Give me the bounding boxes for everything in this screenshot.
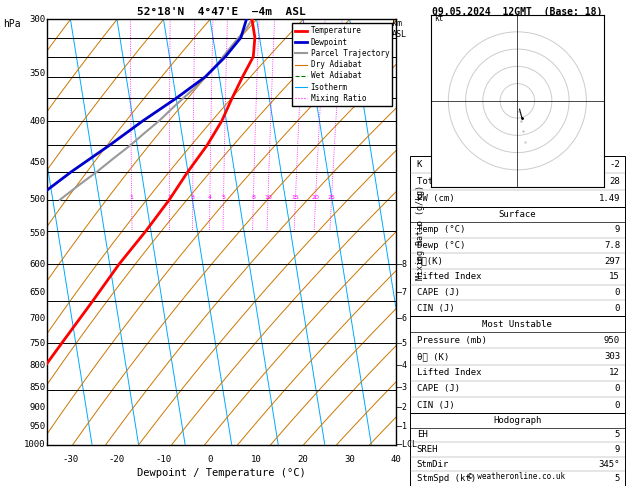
Text: Hodograph: Hodograph bbox=[493, 416, 542, 425]
Text: 25: 25 bbox=[328, 195, 335, 200]
Text: 800: 800 bbox=[30, 362, 45, 370]
Text: Lifted Index: Lifted Index bbox=[417, 272, 481, 281]
Text: -20: -20 bbox=[109, 455, 125, 464]
Text: 10: 10 bbox=[251, 455, 262, 464]
Text: Mixing Ratio (g/kg): Mixing Ratio (g/kg) bbox=[416, 185, 425, 279]
Text: kt: kt bbox=[435, 15, 444, 23]
Text: 15: 15 bbox=[292, 195, 299, 200]
Bar bbox=[410, 207, 625, 316]
Text: Most Unstable: Most Unstable bbox=[482, 319, 552, 329]
Text: 5: 5 bbox=[615, 474, 620, 483]
Text: 28: 28 bbox=[610, 176, 620, 186]
Text: 303: 303 bbox=[604, 352, 620, 361]
Text: StmDir: StmDir bbox=[417, 460, 449, 469]
Text: 30: 30 bbox=[344, 455, 355, 464]
Text: Totals Totals: Totals Totals bbox=[417, 176, 487, 186]
Text: 950: 950 bbox=[604, 336, 620, 345]
Text: Dewpoint / Temperature (°C): Dewpoint / Temperature (°C) bbox=[137, 468, 306, 478]
Text: 2: 2 bbox=[167, 195, 171, 200]
Text: km
ASL: km ASL bbox=[392, 19, 407, 39]
Text: -10: -10 bbox=[155, 455, 172, 464]
Text: 0: 0 bbox=[615, 304, 620, 312]
Text: Pressure (mb): Pressure (mb) bbox=[417, 336, 487, 345]
Text: –6: –6 bbox=[397, 314, 407, 323]
Text: 10: 10 bbox=[264, 195, 272, 200]
Text: CAPE (J): CAPE (J) bbox=[417, 288, 460, 297]
Bar bbox=[410, 156, 625, 207]
Text: Lifted Index: Lifted Index bbox=[417, 368, 481, 377]
Text: –4: –4 bbox=[397, 362, 407, 370]
Text: 0: 0 bbox=[615, 288, 620, 297]
Text: –5: –5 bbox=[397, 339, 407, 347]
Text: 450: 450 bbox=[30, 158, 45, 167]
Text: 52°18'N  4°47'E  −4m  ASL: 52°18'N 4°47'E −4m ASL bbox=[137, 7, 306, 17]
Text: 400: 400 bbox=[30, 117, 45, 125]
Text: 7.8: 7.8 bbox=[604, 241, 620, 250]
Text: 550: 550 bbox=[30, 229, 45, 238]
Text: –8: –8 bbox=[397, 260, 407, 269]
Text: –7: –7 bbox=[397, 288, 407, 297]
Text: CIN (J): CIN (J) bbox=[417, 304, 455, 312]
Text: Temp (°C): Temp (°C) bbox=[417, 226, 465, 234]
Legend: Temperature, Dewpoint, Parcel Trajectory, Dry Adiabat, Wet Adiabat, Isotherm, Mi: Temperature, Dewpoint, Parcel Trajectory… bbox=[292, 23, 392, 106]
Text: PW (cm): PW (cm) bbox=[417, 193, 455, 203]
Text: 15: 15 bbox=[610, 272, 620, 281]
Text: 9: 9 bbox=[615, 226, 620, 234]
Bar bbox=[410, 413, 625, 486]
Text: 750: 750 bbox=[30, 339, 45, 347]
Text: –LCL: –LCL bbox=[397, 440, 417, 449]
Text: hPa: hPa bbox=[3, 19, 21, 30]
Text: 5: 5 bbox=[221, 195, 225, 200]
Text: 650: 650 bbox=[30, 288, 45, 297]
Text: StmSpd (kt): StmSpd (kt) bbox=[417, 474, 476, 483]
Text: 20: 20 bbox=[298, 455, 309, 464]
Text: 297: 297 bbox=[604, 257, 620, 266]
Text: CAPE (J): CAPE (J) bbox=[417, 384, 460, 393]
Text: 4: 4 bbox=[208, 195, 212, 200]
Text: 09.05.2024  12GMT  (Base: 18): 09.05.2024 12GMT (Base: 18) bbox=[432, 7, 603, 17]
Text: -30: -30 bbox=[62, 455, 79, 464]
Text: –3: –3 bbox=[397, 383, 407, 392]
Text: 950: 950 bbox=[30, 422, 45, 431]
Text: 1: 1 bbox=[130, 195, 133, 200]
Text: –2: –2 bbox=[397, 403, 407, 412]
Text: 9: 9 bbox=[615, 445, 620, 454]
Text: 0: 0 bbox=[208, 455, 213, 464]
Text: CIN (J): CIN (J) bbox=[417, 400, 455, 410]
Text: 850: 850 bbox=[30, 383, 45, 392]
Text: 8: 8 bbox=[252, 195, 255, 200]
Text: 600: 600 bbox=[30, 260, 45, 269]
Text: 12: 12 bbox=[610, 368, 620, 377]
Text: Surface: Surface bbox=[499, 210, 536, 219]
Text: 3: 3 bbox=[191, 195, 195, 200]
Text: –1: –1 bbox=[397, 422, 407, 431]
Text: 5: 5 bbox=[615, 431, 620, 439]
Text: 700: 700 bbox=[30, 314, 45, 323]
Text: 500: 500 bbox=[30, 195, 45, 205]
Text: EH: EH bbox=[417, 431, 428, 439]
Bar bbox=[410, 316, 625, 413]
Text: SREH: SREH bbox=[417, 445, 438, 454]
Text: 350: 350 bbox=[30, 69, 45, 78]
Text: -2: -2 bbox=[610, 159, 620, 169]
Text: 40: 40 bbox=[391, 455, 402, 464]
Text: 1.49: 1.49 bbox=[599, 193, 620, 203]
Text: 1000: 1000 bbox=[24, 440, 45, 449]
Text: 300: 300 bbox=[30, 15, 45, 24]
Text: 900: 900 bbox=[30, 403, 45, 412]
Text: 20: 20 bbox=[311, 195, 320, 200]
Text: K: K bbox=[417, 159, 422, 169]
Text: © weatheronline.co.uk: © weatheronline.co.uk bbox=[469, 472, 565, 481]
Text: θᴇ(K): θᴇ(K) bbox=[417, 257, 443, 266]
Text: θᴇ (K): θᴇ (K) bbox=[417, 352, 449, 361]
Text: 0: 0 bbox=[615, 384, 620, 393]
Text: 345°: 345° bbox=[599, 460, 620, 469]
Text: Dewp (°C): Dewp (°C) bbox=[417, 241, 465, 250]
Text: 0: 0 bbox=[615, 400, 620, 410]
